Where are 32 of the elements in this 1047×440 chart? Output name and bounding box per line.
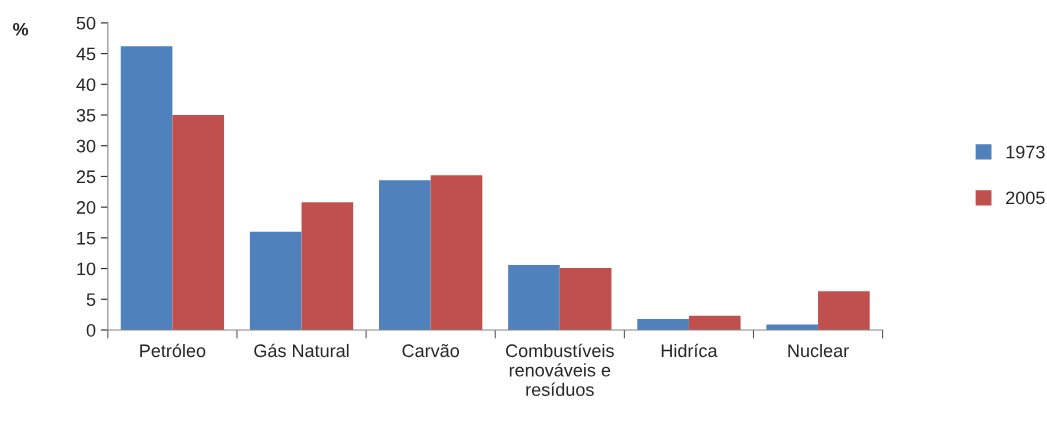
- y-tick-label: 5: [86, 293, 96, 307]
- x-tick-label: Combustíveis renováveis e resíduos: [506, 343, 614, 397]
- bar: [172, 115, 225, 330]
- bar: [688, 315, 741, 330]
- y-tick-label: 40: [76, 78, 96, 92]
- y-tick-label: 25: [76, 170, 96, 184]
- bar: [508, 264, 560, 330]
- y-tick-label: 10: [77, 262, 96, 276]
- x-tick-label: Nuclear: [788, 343, 849, 358]
- bar: [637, 318, 689, 330]
- y-tick-label: 30: [76, 139, 96, 153]
- bar: [559, 267, 612, 330]
- legend-label: 1973: [1006, 145, 1045, 159]
- bar: [766, 324, 819, 330]
- bar: [818, 291, 870, 330]
- y-tick-label: 45: [76, 47, 96, 61]
- x-tick-label: Carvão: [402, 344, 460, 358]
- bar: [379, 180, 431, 330]
- y-tick-label: 35: [76, 108, 96, 122]
- y-tick-label: 20: [76, 201, 96, 214]
- bar: [120, 46, 173, 330]
- y-tick-label: 15: [77, 231, 96, 245]
- x-tick-label: Gás Natural: [254, 343, 349, 358]
- y-tick-label: 0: [86, 323, 96, 337]
- x-tick-label: Hidríca: [661, 343, 718, 358]
- bar: [301, 202, 354, 330]
- bar: [249, 231, 302, 330]
- x-tick-label: Petróleo: [140, 343, 206, 358]
- bar: [430, 175, 483, 330]
- legend-label: 2005: [1006, 191, 1045, 205]
- y-tick-label: 50: [76, 16, 96, 30]
- y-axis-title: %: [13, 22, 29, 36]
